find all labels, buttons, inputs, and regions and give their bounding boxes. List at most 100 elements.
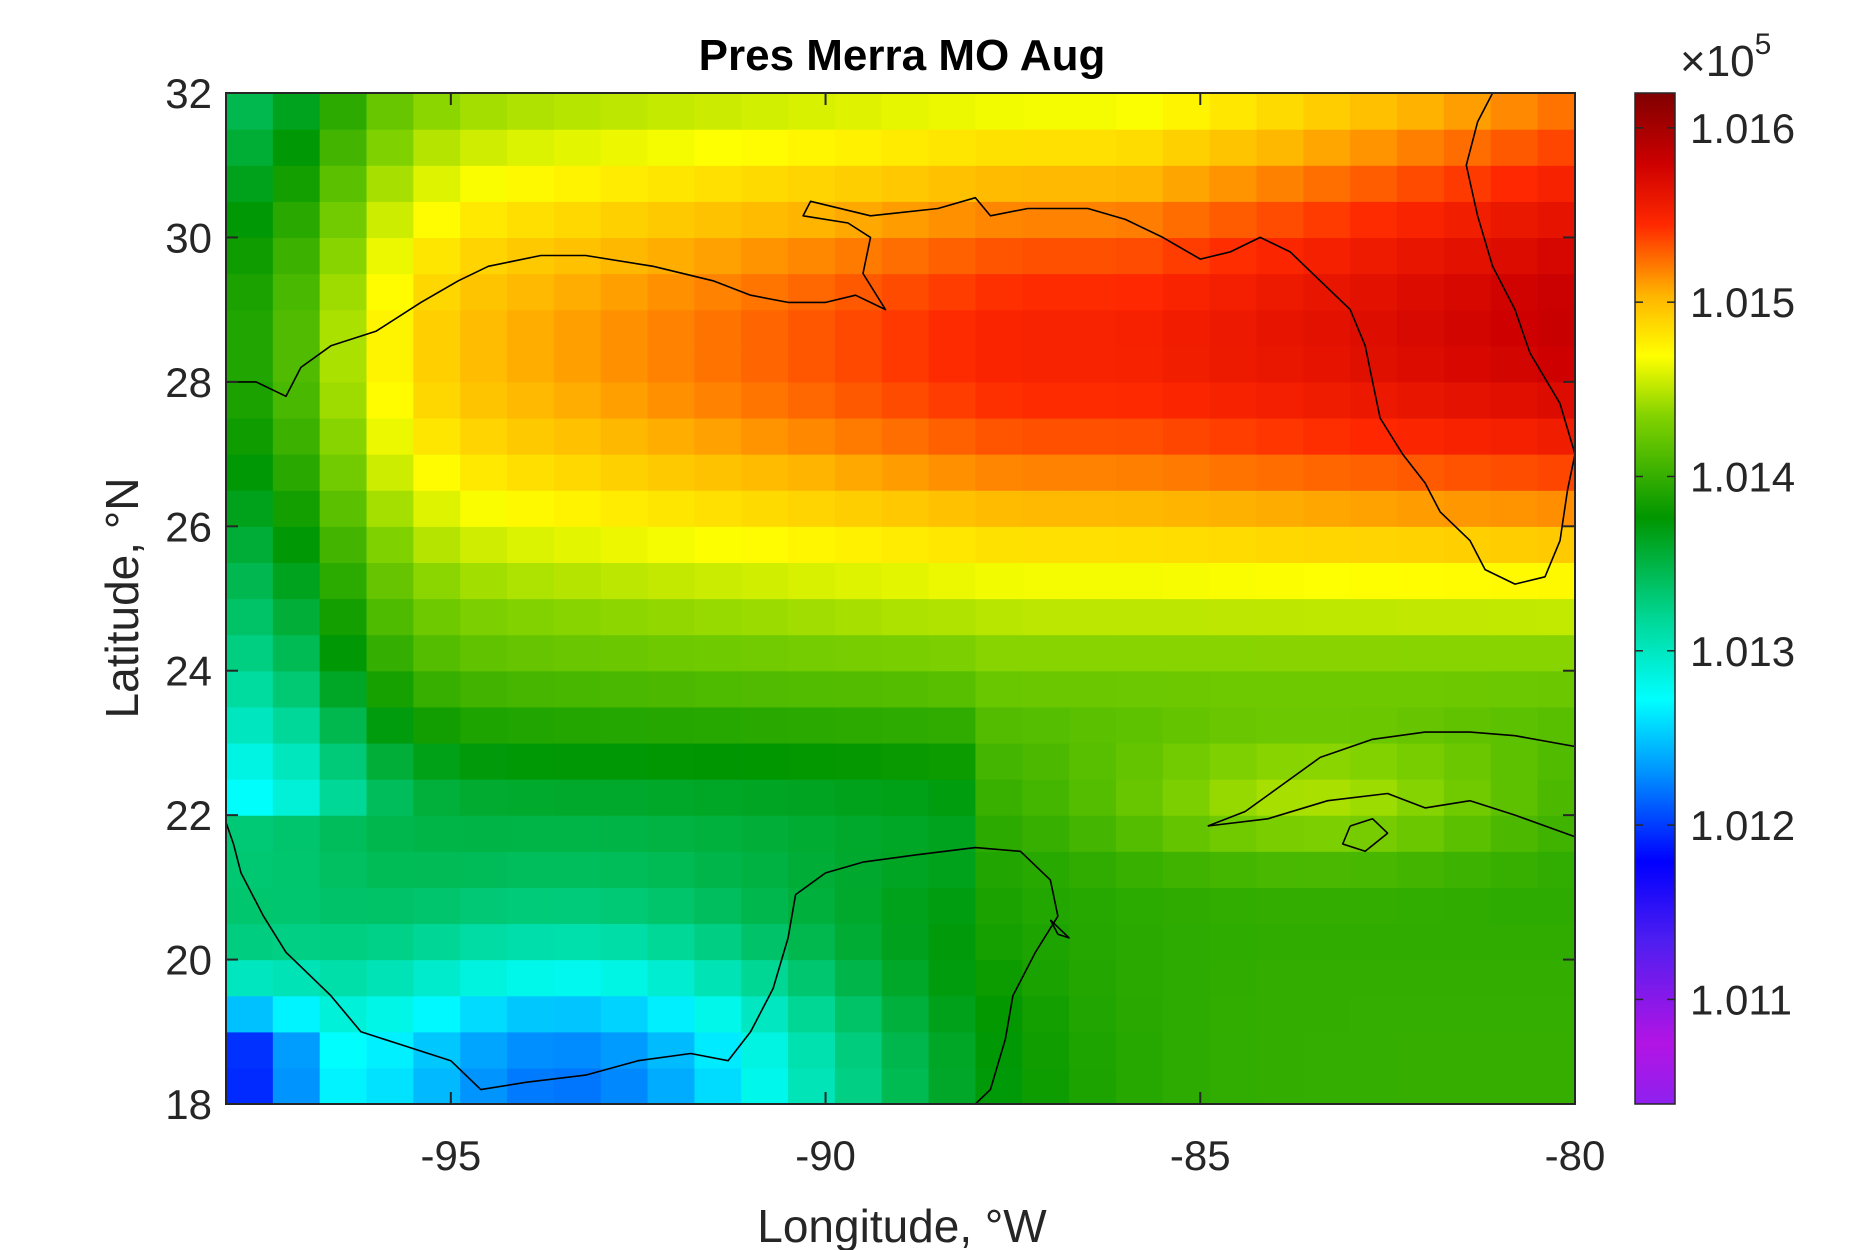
heatmap-cell [1069, 201, 1117, 239]
heatmap-cell [1303, 742, 1351, 780]
heatmap-cell [788, 165, 836, 202]
heatmap-cell [226, 93, 274, 130]
heatmap-cell [600, 598, 649, 636]
heatmap-cell [1350, 995, 1398, 1033]
heatmap-cell [1162, 417, 1211, 455]
heatmap-cell [975, 381, 1023, 419]
heatmap-cell [788, 995, 836, 1033]
heatmap-cell [319, 1031, 368, 1069]
heatmap-cell [881, 1031, 930, 1069]
heatmap-cell [881, 887, 930, 925]
heatmap-cell [1256, 923, 1304, 961]
heatmap-cell [366, 634, 414, 672]
heatmap-cell [975, 1031, 1023, 1069]
heatmap-cell [553, 706, 602, 744]
heatmap-cell [1209, 490, 1258, 527]
heatmap-cell [1022, 670, 1070, 708]
heatmap-cell [1256, 345, 1304, 383]
heatmap-cell [1397, 634, 1445, 672]
heatmap-cell [788, 959, 836, 997]
heatmap-cell [694, 1031, 742, 1069]
heatmap-cell [834, 381, 883, 419]
heatmap-cell [834, 1067, 883, 1105]
heatmap-cell [1537, 923, 1576, 961]
heatmap-cell [413, 995, 461, 1033]
heatmap-cell [788, 706, 836, 744]
heatmap-cell [1443, 851, 1492, 888]
heatmap-cell [741, 345, 789, 383]
heatmap-cell [553, 1031, 602, 1069]
heatmap-cell [1537, 381, 1576, 419]
heatmap-cell [226, 165, 274, 202]
heatmap-cell [975, 273, 1023, 311]
heatmap-cell [1069, 345, 1117, 383]
heatmap-cell [694, 381, 742, 419]
heatmap-cell [507, 309, 555, 347]
heatmap-cell [834, 779, 883, 816]
heatmap-cell [1537, 634, 1576, 672]
heatmap-cell [694, 526, 742, 563]
heatmap-cell [1350, 129, 1398, 166]
heatmap-cell [647, 526, 695, 563]
heatmap-cell [881, 706, 930, 744]
heatmap-cell [1303, 273, 1351, 311]
heatmap-cell [1256, 851, 1304, 888]
heatmap-cell [834, 165, 883, 202]
heatmap-cell [647, 851, 695, 888]
heatmap-cell [1350, 454, 1398, 491]
heatmap-cell [460, 417, 508, 455]
heatmap-cell [507, 273, 555, 311]
heatmap-cell [1115, 273, 1164, 311]
heatmap-cell [1303, 851, 1351, 888]
heatmap-cell [694, 815, 742, 852]
heatmap-cell [928, 995, 977, 1033]
heatmap-cell [1350, 201, 1398, 239]
heatmap-cell [1115, 923, 1164, 961]
heatmap-cell [788, 562, 836, 600]
heatmap-cell [1443, 454, 1492, 491]
heatmap-cell [553, 129, 602, 166]
heatmap-cell [1209, 1067, 1258, 1105]
heatmap-cell [694, 598, 742, 636]
heatmap-cell [928, 490, 977, 527]
heatmap-cell [928, 1067, 977, 1105]
x-axis-label: Longitude, °W [757, 1200, 1047, 1250]
heatmap-cell [1022, 526, 1070, 563]
heatmap-cell [366, 923, 414, 961]
heatmap-cell [226, 417, 274, 455]
heatmap-cell [319, 129, 368, 166]
heatmap-cell [881, 598, 930, 636]
heatmap-cell [1350, 273, 1398, 311]
heatmap-cell [413, 779, 461, 816]
heatmap-cell [1350, 706, 1398, 744]
heatmap-cell [881, 851, 930, 888]
heatmap-cell [1397, 201, 1445, 239]
heatmap-cell [647, 381, 695, 419]
heatmap-cell [1115, 345, 1164, 383]
heatmap-cell [741, 165, 789, 202]
heatmap-cell [1490, 634, 1539, 672]
heatmap-cell [1022, 995, 1070, 1033]
heatmap-cell [647, 670, 695, 708]
heatmap-cell [460, 454, 508, 491]
heatmap-cell [553, 381, 602, 419]
heatmap-cell [1069, 237, 1117, 275]
heatmap-cell [553, 923, 602, 961]
heatmap-cell [1490, 129, 1539, 166]
heatmap-cell [1162, 526, 1211, 563]
heatmap-cell [1443, 1031, 1492, 1069]
heatmap-cell [1209, 1031, 1258, 1069]
heatmap-cell [694, 93, 742, 130]
heatmap-cell [553, 815, 602, 852]
heatmap-cell [1162, 959, 1211, 997]
heatmap-cell [694, 923, 742, 961]
heatmap-cell [1209, 959, 1258, 997]
heatmap-cell [413, 706, 461, 744]
heatmap-cell [272, 93, 321, 130]
heatmap-cell [1490, 851, 1539, 888]
heatmap-cell [1209, 995, 1258, 1033]
heatmap-cell [1443, 706, 1492, 744]
heatmap-cell [1209, 598, 1258, 636]
heatmap-cell [834, 201, 883, 239]
heatmap-cell [1537, 93, 1576, 130]
